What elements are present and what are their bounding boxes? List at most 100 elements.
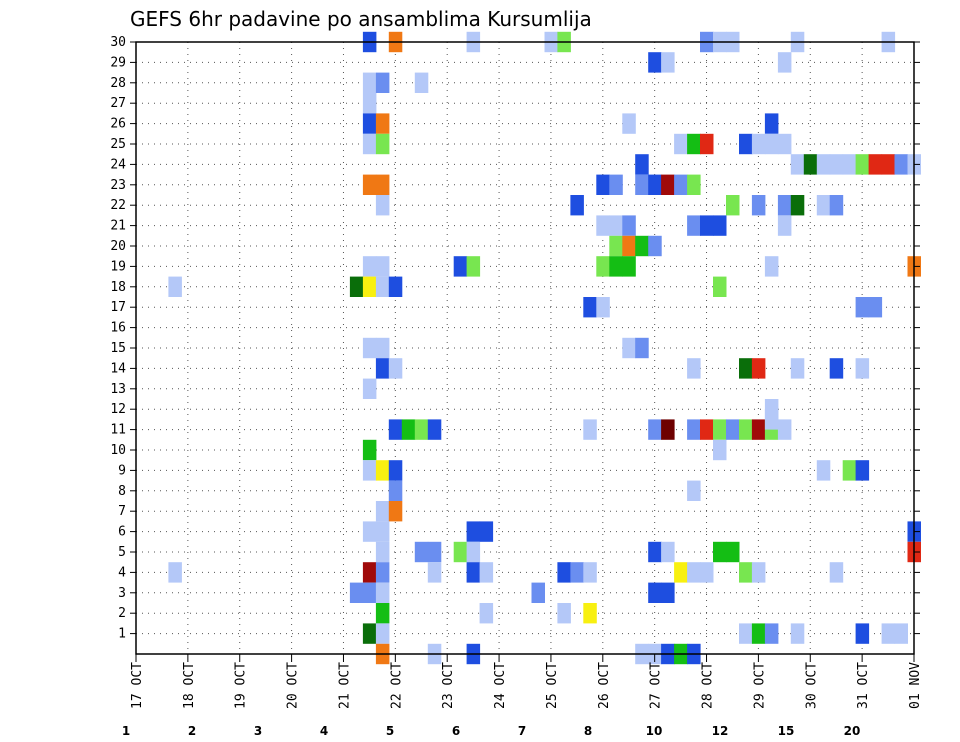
data-cell bbox=[700, 562, 714, 583]
data-cell bbox=[855, 623, 870, 644]
y-tick-label: 27 bbox=[110, 96, 126, 111]
data-cell bbox=[648, 541, 662, 563]
data-cell bbox=[687, 480, 701, 501]
data-cell bbox=[583, 562, 597, 583]
data-cell bbox=[427, 562, 442, 583]
y-tick-label: 13 bbox=[110, 382, 126, 397]
data-cell bbox=[362, 113, 377, 134]
data-cell bbox=[583, 419, 597, 440]
data-cell bbox=[414, 541, 429, 563]
colorbar-label: 20 bbox=[844, 724, 861, 738]
data-cell bbox=[635, 174, 649, 195]
x-tick-label: 29 OCT bbox=[752, 662, 767, 709]
y-tick-label: 26 bbox=[110, 117, 126, 132]
data-cell bbox=[362, 378, 377, 399]
data-cell bbox=[375, 582, 390, 603]
data-cell bbox=[375, 358, 390, 379]
plot-area bbox=[135, 31, 921, 665]
data-cell bbox=[375, 195, 390, 216]
data-cell bbox=[842, 460, 857, 481]
colorbar-label: 15 bbox=[778, 724, 795, 738]
data-cell bbox=[388, 460, 403, 481]
data-cell bbox=[648, 235, 662, 257]
data-cell bbox=[375, 501, 390, 522]
x-tick-label: 27 OCT bbox=[649, 662, 664, 709]
data-cell bbox=[583, 297, 597, 318]
data-cell bbox=[362, 174, 377, 195]
x-tick-label: 19 OCT bbox=[234, 662, 249, 709]
data-cell bbox=[427, 541, 442, 563]
data-cell bbox=[596, 297, 610, 318]
data-cell bbox=[726, 195, 740, 216]
data-cell bbox=[764, 133, 779, 155]
x-tick-label: 28 OCT bbox=[701, 662, 716, 709]
data-cell bbox=[362, 133, 377, 155]
data-cell bbox=[790, 195, 805, 216]
data-cell bbox=[362, 93, 377, 114]
data-cell bbox=[764, 113, 779, 134]
data-cell bbox=[661, 582, 675, 603]
data-cell bbox=[816, 195, 831, 216]
data-cell bbox=[388, 501, 403, 522]
data-cell bbox=[777, 133, 792, 155]
y-tick-label: 16 bbox=[110, 321, 126, 336]
data-cell bbox=[764, 409, 779, 430]
data-cell bbox=[531, 582, 545, 603]
data-cell bbox=[362, 256, 377, 277]
y-tick-label: 18 bbox=[110, 280, 126, 295]
x-tick-label: 26 OCT bbox=[597, 662, 612, 709]
y-tick-label: 12 bbox=[110, 402, 126, 417]
data-cell bbox=[881, 154, 896, 175]
data-cell bbox=[751, 419, 766, 440]
data-cell bbox=[855, 358, 870, 379]
data-cell bbox=[855, 154, 870, 175]
colorbar-label: 10 bbox=[646, 724, 663, 738]
data-cell bbox=[777, 195, 792, 216]
data-cell bbox=[466, 541, 481, 563]
data-cell bbox=[466, 521, 481, 542]
data-cell bbox=[661, 541, 675, 563]
data-cell bbox=[609, 256, 623, 277]
data-cell bbox=[414, 72, 429, 93]
data-cell bbox=[622, 215, 636, 236]
data-cell bbox=[816, 154, 831, 175]
data-cell bbox=[829, 562, 844, 583]
x-tick-label: 31 OCT bbox=[856, 662, 871, 709]
data-cell bbox=[739, 623, 753, 644]
data-cell bbox=[375, 337, 390, 359]
y-tick-label: 20 bbox=[110, 239, 126, 254]
y-tick-label: 7 bbox=[118, 504, 126, 519]
data-cell bbox=[388, 480, 403, 501]
data-cell bbox=[388, 419, 403, 440]
data-cell bbox=[713, 215, 727, 236]
data-cell bbox=[713, 276, 727, 297]
y-tick-label: 19 bbox=[110, 259, 126, 274]
data-cell bbox=[609, 215, 623, 236]
data-cell bbox=[881, 623, 896, 644]
data-cell bbox=[751, 562, 766, 583]
data-cell bbox=[790, 154, 805, 175]
data-cell bbox=[622, 235, 636, 257]
y-tick-label: 30 bbox=[110, 35, 126, 50]
x-tick-label: 24 OCT bbox=[493, 662, 508, 709]
y-tick-label: 15 bbox=[110, 341, 126, 356]
colorbar: 1 2 3 4 5 6 7 8 10 12 15 20 bbox=[122, 724, 861, 738]
y-tick-label: 22 bbox=[110, 198, 126, 213]
y-tick-label: 2 bbox=[118, 606, 126, 621]
data-cell bbox=[751, 623, 766, 644]
colorbar-label: 4 bbox=[320, 724, 328, 738]
data-cell bbox=[362, 582, 377, 603]
colorbar-label: 6 bbox=[452, 724, 460, 738]
colorbar-label: 3 bbox=[254, 724, 262, 738]
data-cell bbox=[375, 256, 390, 277]
data-cell bbox=[777, 52, 792, 73]
data-cell bbox=[764, 256, 779, 277]
data-cell bbox=[674, 174, 688, 195]
data-cell bbox=[479, 603, 494, 624]
data-cell bbox=[375, 72, 390, 93]
data-cell bbox=[829, 195, 844, 216]
data-cell bbox=[648, 419, 662, 440]
data-cell bbox=[375, 460, 390, 481]
x-tick-label: 01 NOV bbox=[908, 662, 923, 709]
data-cell bbox=[726, 541, 740, 563]
